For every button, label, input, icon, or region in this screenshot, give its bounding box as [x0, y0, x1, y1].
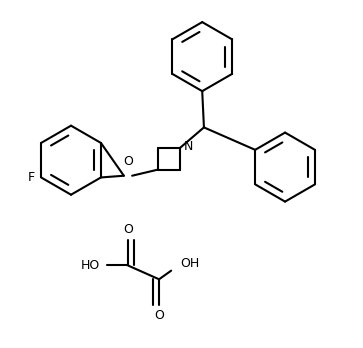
Text: N: N: [184, 140, 193, 153]
Text: O: O: [123, 223, 133, 236]
Text: O: O: [123, 155, 133, 168]
Text: OH: OH: [180, 257, 199, 270]
Text: F: F: [28, 171, 35, 184]
Text: O: O: [154, 309, 164, 322]
Text: HO: HO: [81, 259, 101, 272]
